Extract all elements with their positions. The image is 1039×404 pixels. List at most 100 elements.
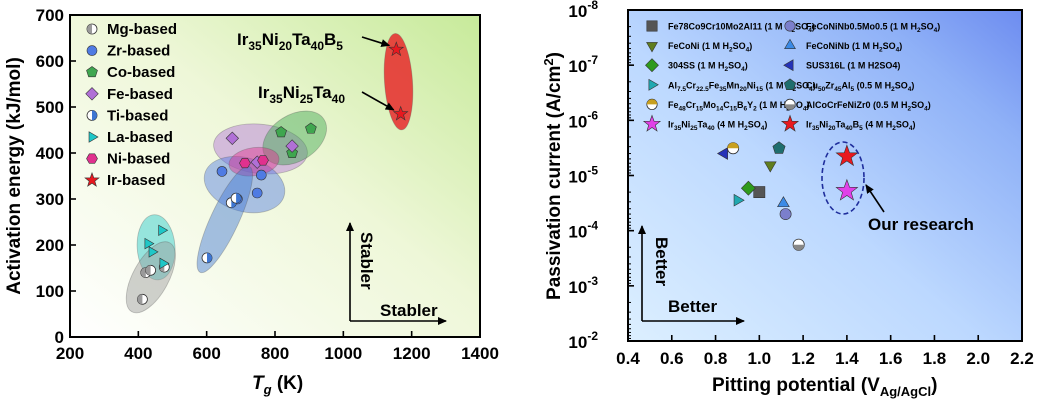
our-research-highlight: [821, 141, 865, 215]
legend-label-ir35ni20ta40b5-4-m-h2so4: Ir35Ni20Ta40B5 (4 M H2SO4): [806, 120, 915, 133]
x-tick-label: 1.2: [791, 349, 815, 368]
legend-marker-zr-based: [86, 45, 98, 56]
y-axis-label: Passivation current (A/cm2): [541, 52, 565, 300]
legend-marker-fe48cr15mo14c15b6y2-1-m-h2so4: [646, 98, 658, 111]
legend-marker-cu50zr45al5-0-5-m-h2so4: [783, 78, 797, 90]
x-tick-label: 1.4: [835, 349, 859, 368]
point-fe78co9cr10mo2al11-1-m-h2so4: [753, 186, 766, 199]
point-zr-based: [216, 166, 228, 177]
passivation-chart: 0.4 0.6 0.8 1.0 1.2 1.4 1.6 1.8 2.0 2.2 10-8 10-7 10…: [541, 0, 1034, 399]
data-points: [136, 41, 409, 305]
legend-label-ir-based: Ir-based: [107, 172, 165, 189]
point-zr-based: [251, 187, 263, 199]
y-tick-label: 400: [36, 144, 64, 163]
point-la-based: [148, 246, 159, 258]
legend-marker-co-based: [86, 66, 98, 78]
point-la-based: [144, 237, 155, 250]
point-zr-based: [255, 169, 267, 181]
point-cu50zr45al5-0-5-m-h2so4: [772, 141, 786, 154]
point-sus316l-1-m-h2so4: [716, 147, 728, 160]
legend-label-la-based: La-based: [107, 129, 173, 146]
y-tick-label: 10-6: [568, 108, 598, 131]
legend-label-cu50zr45al5-0-5-m-h2so4: Cu50Zr45Al5 (0.5 M H2SO4): [806, 80, 914, 93]
y-tick-label: 10-3: [568, 274, 598, 297]
legend: Mg-based Zr-based Co-based Fe-based Ti-based…: [84, 21, 177, 189]
legend-marker-ir35ni25ta40-4-m-h2so4: [642, 114, 662, 132]
point-fe48cr15mo14c15b6y2-1-m-h2so4: [727, 142, 740, 155]
point-fe-based: [285, 139, 299, 153]
point-ni-based: [257, 155, 269, 166]
annotation-ir35ni25ta40: Ir35Ni25Ta40: [258, 83, 345, 106]
legend-label-zr-based: Zr-based: [107, 43, 170, 60]
legend-marker-ir-based: [84, 171, 100, 187]
x-tick-label: 2.0: [966, 349, 990, 368]
y-tick-label: 10-7: [568, 53, 598, 76]
point-ir-based: [388, 41, 405, 57]
annotation-arrows: [361, 36, 395, 111]
legend-marker-al7-5cr22-5fe35mn20ni15-1-m-h2so4: [648, 78, 659, 91]
x-axis-label: Tg (K): [252, 373, 303, 397]
legend-marker-fe78co9cr10mo2al11-1-m-h2so4: [646, 20, 658, 32]
point-ni-based: [239, 158, 251, 169]
point-304ss-1-m-h2so4: [740, 180, 756, 196]
x-tick-label: 600: [192, 344, 220, 363]
legend-label-co-based: Co-based: [107, 64, 175, 81]
stabler-label-horizontal: Stabler: [380, 301, 438, 320]
y-tick-label: 500: [36, 98, 64, 117]
y-tick-label: 10-4: [568, 219, 598, 242]
x-tick-label: 0.8: [704, 349, 728, 368]
better-label-vertical: Better: [652, 237, 671, 287]
legend-label-fe-based: Fe-based: [107, 86, 173, 103]
point-ir-based: [392, 105, 409, 121]
legend-marker-fe-based: [85, 87, 99, 101]
point-co-based: [275, 126, 287, 138]
legend: Fe78Co9Cr10Mo2Al11 (1 M H2SO4)FeCoNiNb0.…: [642, 20, 940, 133]
point-ir35ni20ta40b5-4-m-h2so4: [835, 144, 859, 167]
axis-ticks: 200 400 600 800 1000 1200 1400 0 100 200 300 400 500…: [36, 6, 499, 363]
y-tick-label: 200: [36, 236, 64, 255]
cluster-ellipse-ti-based: [196, 165, 253, 274]
data-points: [716, 141, 859, 251]
legend-label-fe48cr15mo14c15b6y2-1-m-h2so4: Fe48Cr15Mo14C15B6Y2 (1 M H2SO4): [668, 100, 810, 113]
point-ti-based: [230, 192, 242, 204]
x-tick-label: 1400: [461, 344, 499, 363]
x-tick-label: 400: [124, 344, 152, 363]
x-tick-label: 800: [261, 344, 289, 363]
legend-label-ir35ni25ta40-4-m-h2so4: Ir35Ni25Ta40 (4 M H2SO4): [668, 120, 767, 133]
x-axis-label: Pitting potential (VAg/AgCl): [712, 375, 937, 399]
x-tick-label: 1.6: [879, 349, 903, 368]
x-tick-label: 1000: [324, 344, 362, 363]
x-tick-label: 0.4: [616, 349, 640, 368]
legend-label-ni-based: Ni-based: [107, 151, 170, 168]
legend-label-fe78co9cr10mo2al11-1-m-h2so4: Fe78Co9Cr10Mo2Al11 (1 M H2SO4): [668, 22, 815, 35]
legend-label-ti-based: Ti-based: [107, 107, 168, 124]
y-tick-label: 300: [36, 190, 64, 209]
legend-marker-feconi-1-m-h2so4: [646, 42, 658, 53]
stabler-label-vertical: Stabler: [357, 232, 376, 290]
x-tick-label: 1.0: [748, 349, 772, 368]
point-feconi-1-m-h2so4: [763, 161, 777, 173]
point-ir35ni25ta40-4-m-h2so4: [835, 178, 859, 201]
y-tick-label: 100: [36, 282, 64, 301]
plot-background: [70, 15, 480, 337]
point-la-based: [158, 224, 169, 237]
point-co-based: [305, 122, 317, 134]
annotation-ir35ni20ta40b5: Ir35Ni20Ta40B5: [237, 30, 343, 53]
point-mg-based: [136, 293, 148, 305]
x-tick-label: 200: [56, 344, 84, 363]
y-axis-label: Activation energy (kJ/mol): [4, 57, 25, 295]
x-tick-label: 0.6: [660, 349, 684, 368]
x-tick-label: 2.2: [1010, 349, 1034, 368]
legend-label-al7-5cr22-5fe35mn20ni15-1-m-h2so4: Al7.5Cr22.5Fe35Mn20Ni15 (1 M H2SO4): [668, 80, 816, 93]
y-tick-label: 0: [55, 328, 64, 347]
point-feconinb-1-m-h2so4: [777, 196, 790, 208]
axis-ticks: 0.4 0.6 0.8 1.0 1.2 1.4 1.6 1.8 2.0 2.2 10-8 10-7 10…: [568, 0, 1033, 368]
x-tick-label: 1.8: [923, 349, 947, 368]
y-tick-label: 700: [36, 6, 64, 25]
our-research-label: Our research: [868, 215, 974, 234]
point-la-based: [159, 257, 170, 270]
annotation-arrow: [361, 91, 395, 111]
y-tick-label: 10-2: [568, 329, 598, 352]
activation-energy-chart: 200 400 600 800 1000 1200 1400 0 100 200 300 400 500…: [4, 6, 499, 397]
point-al7-5cr22-5fe35mn20ni15-1-m-h2so4: [733, 193, 745, 207]
